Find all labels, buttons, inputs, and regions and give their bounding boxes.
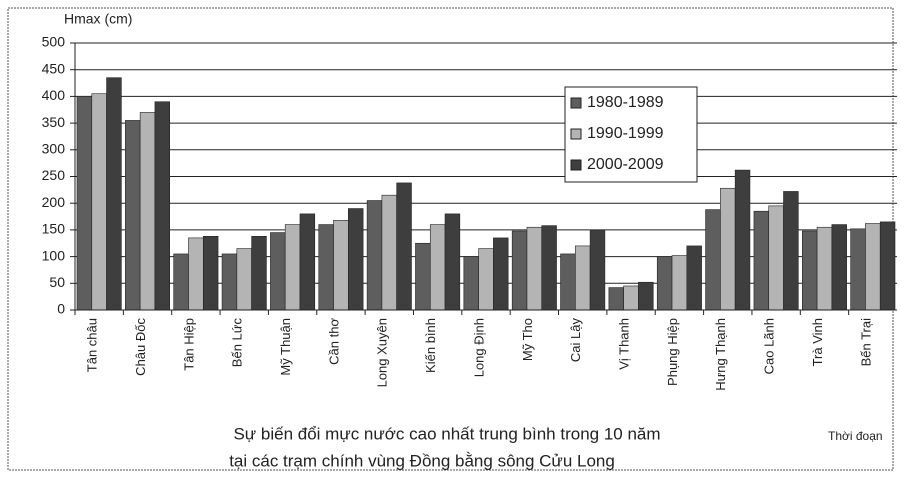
x-tick-label: Hưng Thạnh xyxy=(713,318,728,391)
x-tick-label: Bến Trại xyxy=(858,318,873,367)
bar xyxy=(478,248,494,311)
bar xyxy=(734,169,751,311)
bar xyxy=(202,236,219,311)
bar xyxy=(348,208,364,311)
bar xyxy=(541,225,557,311)
bar xyxy=(396,182,412,311)
legend-swatch xyxy=(570,159,582,171)
x-axis-label: Thời đoạn xyxy=(828,429,883,443)
x-tick-label: Vị Thanh xyxy=(616,318,631,370)
x-tick-label: Mỹ Thuận xyxy=(278,318,293,376)
bar xyxy=(671,255,688,311)
bar xyxy=(638,281,654,311)
bar xyxy=(705,209,721,311)
y-tick-label: 350 xyxy=(42,114,66,130)
bar xyxy=(221,253,238,311)
x-tick-label: Trà Vinh xyxy=(810,318,825,366)
x-tick-label: Long Định xyxy=(471,318,486,377)
bar xyxy=(753,210,770,311)
y-tick-label: 100 xyxy=(42,247,66,263)
bar xyxy=(511,230,528,311)
bar xyxy=(526,226,543,311)
legend-swatch xyxy=(570,128,582,140)
x-tick-label: Cao Lãnh xyxy=(762,318,777,374)
bar xyxy=(865,223,881,311)
bar xyxy=(463,256,479,311)
bar xyxy=(270,232,286,311)
bar xyxy=(429,224,446,311)
y-axis-label: Hmax (cm) xyxy=(64,11,132,27)
bar xyxy=(768,205,784,311)
y-tick-label: 50 xyxy=(49,274,65,290)
bar xyxy=(656,256,673,311)
y-tick-label: 250 xyxy=(42,167,66,183)
y-tick-label: 150 xyxy=(42,221,66,237)
bar xyxy=(333,219,349,311)
bar xyxy=(589,229,606,311)
bar xyxy=(154,101,171,311)
x-tick-label: Mỹ Tho xyxy=(520,318,535,361)
bar xyxy=(850,228,866,311)
bar xyxy=(188,237,204,311)
bar xyxy=(284,224,301,311)
bar xyxy=(173,253,189,311)
bar xyxy=(381,194,397,311)
legend-label: 1990-1999 xyxy=(587,125,664,142)
bar xyxy=(76,96,93,311)
legend-label: 2000-2009 xyxy=(587,156,664,173)
bar xyxy=(139,112,156,311)
bar xyxy=(251,236,267,311)
bar xyxy=(831,224,847,311)
x-tick-label: Tân châu xyxy=(85,318,100,372)
bar xyxy=(720,187,736,311)
bar xyxy=(415,242,431,311)
bar xyxy=(91,93,107,311)
x-tick-label: Châu Đốc xyxy=(133,318,148,376)
x-tick-label: Cai Lậy xyxy=(568,318,583,363)
bar xyxy=(801,230,818,311)
bar xyxy=(106,77,122,311)
bar xyxy=(493,237,509,311)
x-tick-label: Long Xuyên xyxy=(375,318,390,387)
y-tick-label: 500 xyxy=(42,34,66,50)
bar xyxy=(125,120,141,311)
bar xyxy=(608,287,624,311)
legend-swatch xyxy=(570,97,582,109)
bar xyxy=(236,248,252,311)
x-tick-label: Cần thơ xyxy=(326,318,341,365)
x-tick-label: Kiến bình xyxy=(423,318,438,373)
legend-label: 1980-1989 xyxy=(587,94,664,111)
y-tick-label: 200 xyxy=(42,194,66,210)
chart-title: Sự biến đổi mực nước cao nhất trung bình… xyxy=(233,424,660,443)
bar xyxy=(560,253,576,311)
y-tick-label: 300 xyxy=(42,141,66,157)
legend-box xyxy=(564,86,698,183)
bar xyxy=(575,245,591,311)
y-tick-label: 450 xyxy=(42,60,66,76)
bar xyxy=(299,213,316,311)
bar xyxy=(783,191,799,311)
bar xyxy=(444,213,461,311)
bar xyxy=(879,221,896,311)
bar xyxy=(623,285,639,311)
x-tick-label: Phụng Hiệp xyxy=(665,318,680,386)
x-tick-label: Tân Hiệp xyxy=(181,318,196,371)
bar xyxy=(686,245,702,311)
y-tick-label: 400 xyxy=(42,87,66,103)
x-tick-label: Bến Lức xyxy=(230,318,245,368)
y-tick-label: 0 xyxy=(57,301,65,317)
bar xyxy=(318,224,334,311)
chart-title: tại các trạm chính vùng Đồng bằng sông C… xyxy=(229,451,615,470)
bar xyxy=(816,226,833,311)
bar xyxy=(366,200,383,311)
